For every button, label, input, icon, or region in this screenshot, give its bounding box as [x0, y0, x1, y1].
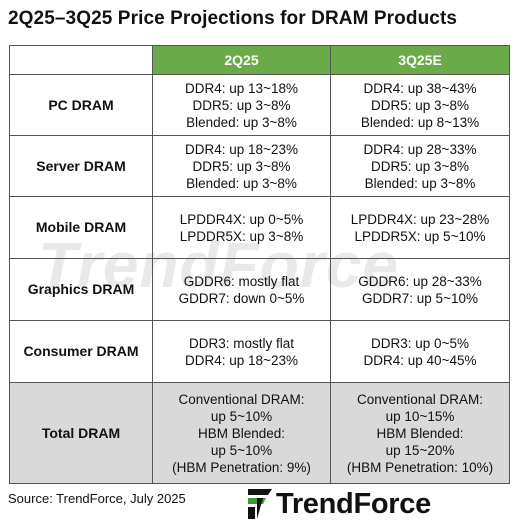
cell-line: DDR4: up 18~23%: [185, 141, 298, 157]
cell-2q25: DDR3: mostly flat DDR4: up 18~23%: [152, 320, 331, 383]
cell-line: Blended: up 8~13%: [360, 114, 480, 130]
cell-line: Blended: up 3~8%: [186, 175, 297, 191]
page-title: 2Q25–3Q25 Price Projections for DRAM Pro…: [8, 8, 458, 29]
cell-line: LPDDR5X: up 5~10%: [354, 228, 486, 244]
table-row: Server DRAM DDR4: up 18~23% DDR5: up 3~8% B…: [9, 135, 510, 197]
row-label: PC DRAM: [9, 74, 153, 136]
cell-line: up 5~10%: [210, 408, 273, 424]
corner-cell: [9, 45, 153, 75]
cell-3q25e: LPDDR4X: up 23~28% LPDDR5X: up 5~10%: [330, 196, 510, 259]
row-label: Consumer DRAM: [9, 320, 153, 383]
cell-line: Blended: up 3~8%: [364, 175, 476, 191]
cell-3q25e: Conventional DRAM: up 10~15% HBM Blended: u…: [330, 382, 510, 484]
table-row: Total DRAM Conventional DRAM: up 5~10% HBM …: [9, 382, 510, 484]
cell-2q25: DDR4: up 13~18% DDR5: up 3~8% Blended: up …: [152, 74, 331, 136]
row-label: Graphics DRAM: [9, 258, 153, 321]
logo-text: TrendForce: [276, 487, 431, 520]
trendforce-logo: TrendForce: [246, 484, 431, 524]
cell-line: HBM Blended:: [197, 425, 286, 441]
cell-line: up 5~10%: [210, 442, 273, 458]
cell-line: DDR5: up 3~8%: [371, 97, 469, 113]
cell-line: DDR3: up 0~5%: [371, 335, 469, 351]
cell-3q25e: GDDR6: up 28~33% GDDR7: up 5~10%: [330, 258, 510, 321]
source-note: Source: TrendForce, July 2025: [8, 491, 186, 506]
cell-3q25e: DDR4: up 28~33% DDR5: up 3~8% Blended: up …: [330, 135, 510, 197]
cell-3q25e: DDR3: up 0~5% DDR4: up 40~45%: [330, 320, 510, 383]
row-label: Total DRAM: [9, 382, 153, 484]
cell-line: Blended: up 3~8%: [186, 114, 297, 130]
cell-line: GDDR6: up 28~33%: [358, 273, 482, 289]
cell-line: HBM Blended:: [376, 425, 464, 441]
table-row: Mobile DRAM LPDDR4X: up 0~5% LPDDR5X: up 3…: [9, 196, 510, 259]
cell-2q25: LPDDR4X: up 0~5% LPDDR5X: up 3~8%: [152, 196, 331, 259]
trendforce-logo-icon: [248, 489, 272, 519]
cell-line: (HBM Penetration: 9%): [172, 459, 311, 475]
cell-line: GDDR6: mostly flat: [183, 273, 300, 289]
cell-line: LPDDR4X: up 0~5%: [179, 211, 304, 227]
cell-line: DDR4: up 28~33%: [363, 141, 477, 157]
cell-3q25e: DDR4: up 38~43% DDR5: up 3~8% Blended: up …: [330, 74, 510, 136]
cell-line: GDDR7: down 0~5%: [178, 290, 305, 306]
cell-line: (HBM Penetration: 10%): [346, 459, 494, 475]
header-row: 2Q25 3Q25E: [9, 45, 510, 75]
cell-line: Conventional DRAM:: [356, 391, 484, 407]
table-row: PC DRAM DDR4: up 13~18% DDR5: up 3~8% Blend…: [9, 74, 510, 136]
cell-line: DDR5: up 3~8%: [192, 158, 291, 174]
cell-line: LPDDR4X: up 23~28%: [350, 211, 490, 227]
cell-line: up 10~15%: [385, 408, 455, 424]
cell-line: DDR4: up 13~18%: [185, 80, 298, 96]
cell-2q25: DDR4: up 18~23% DDR5: up 3~8% Blended: up …: [152, 135, 331, 197]
cell-2q25: GDDR6: mostly flat GDDR7: down 0~5%: [152, 258, 331, 321]
row-label: Mobile DRAM: [9, 196, 153, 259]
cell-line: Conventional DRAM:: [178, 391, 305, 407]
row-label: Server DRAM: [9, 135, 153, 197]
cell-line: DDR4: up 38~43%: [363, 80, 477, 96]
cell-line: up 15~20%: [385, 442, 455, 458]
cell-line: DDR3: mostly flat: [188, 335, 295, 351]
cell-2q25: Conventional DRAM: up 5~10% HBM Blended: up…: [152, 382, 331, 484]
cell-line: LPDDR5X: up 3~8%: [179, 228, 304, 244]
table-row: Consumer DRAM DDR3: mostly flat DDR4: up 1…: [9, 320, 510, 383]
cell-line: GDDR7: up 5~10%: [362, 290, 478, 306]
table-row: Graphics DRAM GDDR6: mostly flat GDDR7: do…: [9, 258, 510, 321]
column-header-3q25e: 3Q25E: [330, 45, 510, 75]
cell-line: DDR5: up 3~8%: [192, 97, 291, 113]
cell-line: DDR5: up 3~8%: [371, 158, 469, 174]
column-header-2q25: 2Q25: [152, 45, 331, 75]
price-projection-table: 2Q25 3Q25E PC DRAM DDR4: up 13~18% DDR5: u…: [9, 45, 510, 484]
cell-line: DDR4: up 40~45%: [363, 352, 477, 368]
cell-line: DDR4: up 18~23%: [185, 352, 298, 368]
